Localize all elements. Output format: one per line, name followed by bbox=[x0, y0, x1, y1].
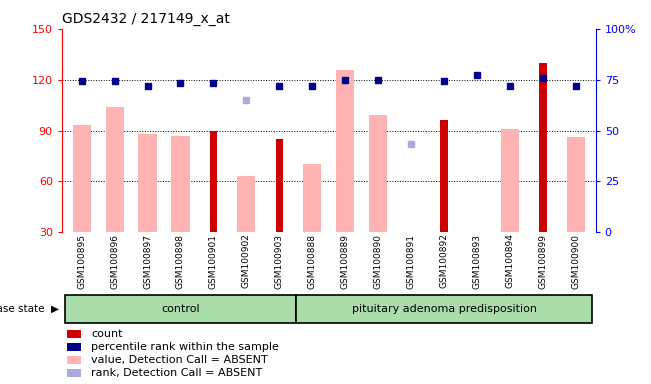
Text: control: control bbox=[161, 303, 200, 313]
Text: count: count bbox=[91, 329, 122, 339]
Bar bbox=[67, 330, 81, 338]
Bar bbox=[139, 134, 157, 232]
Bar bbox=[501, 129, 519, 232]
Bar bbox=[303, 164, 322, 232]
Text: GSM100896: GSM100896 bbox=[110, 233, 119, 288]
Text: GSM100899: GSM100899 bbox=[538, 233, 547, 288]
Bar bbox=[72, 126, 90, 232]
Text: GSM100892: GSM100892 bbox=[439, 233, 449, 288]
Text: rank, Detection Call = ABSENT: rank, Detection Call = ABSENT bbox=[91, 368, 262, 378]
Bar bbox=[67, 369, 81, 377]
Bar bbox=[567, 137, 585, 232]
Text: GSM100894: GSM100894 bbox=[505, 233, 514, 288]
Text: GSM100903: GSM100903 bbox=[275, 233, 284, 288]
Text: GSM100897: GSM100897 bbox=[143, 233, 152, 288]
Text: GSM100893: GSM100893 bbox=[473, 233, 482, 288]
Bar bbox=[296, 295, 592, 323]
Text: GSM100895: GSM100895 bbox=[77, 233, 86, 288]
Text: GSM100888: GSM100888 bbox=[308, 233, 317, 288]
Bar bbox=[238, 176, 255, 232]
Text: GSM100890: GSM100890 bbox=[374, 233, 383, 288]
Text: GDS2432 / 217149_x_at: GDS2432 / 217149_x_at bbox=[62, 12, 230, 26]
Bar bbox=[369, 115, 387, 232]
Bar bbox=[276, 139, 283, 232]
Bar bbox=[171, 136, 189, 232]
Text: GSM100898: GSM100898 bbox=[176, 233, 185, 288]
Bar bbox=[539, 63, 547, 232]
Text: GSM100889: GSM100889 bbox=[340, 233, 350, 288]
Bar bbox=[65, 295, 296, 323]
Text: GSM100900: GSM100900 bbox=[572, 233, 581, 288]
Bar bbox=[441, 120, 448, 232]
Text: pituitary adenoma predisposition: pituitary adenoma predisposition bbox=[352, 303, 536, 313]
Bar bbox=[105, 107, 124, 232]
Text: GSM100902: GSM100902 bbox=[242, 233, 251, 288]
Text: GSM100901: GSM100901 bbox=[209, 233, 218, 288]
Bar bbox=[210, 131, 217, 232]
Text: percentile rank within the sample: percentile rank within the sample bbox=[91, 342, 279, 352]
Text: disease state  ▶: disease state ▶ bbox=[0, 304, 59, 314]
Bar bbox=[67, 356, 81, 364]
Bar bbox=[336, 70, 354, 232]
Text: GSM100891: GSM100891 bbox=[407, 233, 415, 288]
Text: value, Detection Call = ABSENT: value, Detection Call = ABSENT bbox=[91, 355, 268, 365]
Bar bbox=[67, 343, 81, 351]
